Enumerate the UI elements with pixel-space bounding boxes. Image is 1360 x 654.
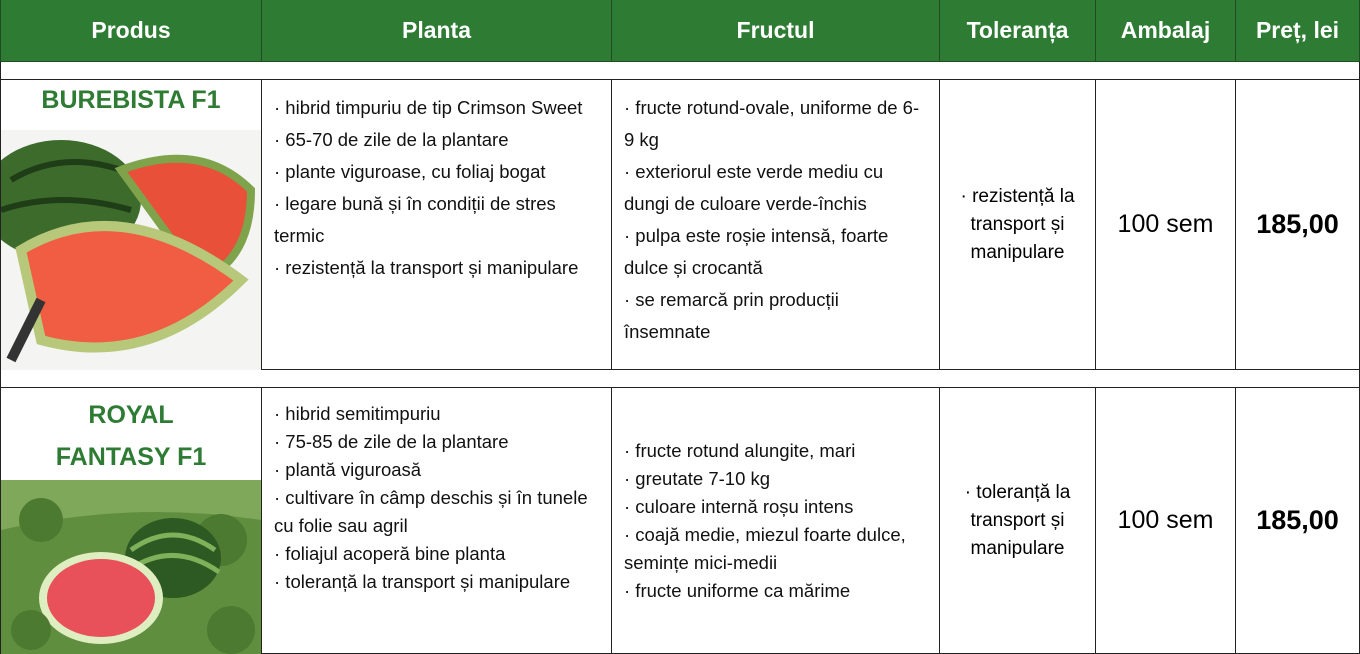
fructul-cell: · fructe rotund alungite, mari · greutate…: [612, 388, 940, 654]
planta-item: · 65-70 de zile de la plantare: [274, 129, 509, 150]
product-name: BUREBISTA F1: [41, 86, 221, 114]
planta-item: · foliajul acoperă bine planta: [274, 543, 506, 564]
fructul-item: · greutate 7-10 kg: [624, 467, 771, 489]
header-cell: Fructul: [612, 0, 940, 62]
planta-item: · hibrid semitimpuriu: [274, 403, 441, 424]
fructul-item: · fructe uniforme ca mărime: [624, 579, 851, 601]
planta-item: · toleranță la transport și manipulare: [274, 571, 571, 592]
product-name: ROYAL FANTASY F1: [55, 401, 207, 471]
price-cell: 185,00: [1236, 388, 1360, 654]
fructul-item: · fructe rotund-ovale, uniforme de 6-9 k…: [624, 97, 920, 150]
planta-cell: · hibrid timpuriu de tip Crimson Sweet · …: [262, 80, 612, 370]
price-cell: 185,00: [1236, 80, 1360, 370]
planta-item: · 75-85 de zile de la plantare: [274, 431, 509, 452]
fructul-item: · pulpa este roșie intensă, foarte dulce…: [624, 225, 889, 278]
ambalaj-cell: 100 sem: [1096, 388, 1236, 654]
toleranta-cell: · toleranță la transport și manipulare: [940, 388, 1096, 654]
header-cell: Planta: [262, 0, 612, 62]
fructul-cell: · fructe rotund-ovale, uniforme de 6-9 k…: [612, 80, 940, 370]
fructul-item: · fructe rotund alungite, mari: [624, 439, 856, 461]
spacer-row: [0, 370, 1360, 388]
product-image: [1, 480, 261, 654]
fructul-item: · exteriorul este verde mediu cu dungi d…: [624, 161, 884, 214]
planta-item: · cultivare în câmp deschis și în tunele…: [274, 487, 588, 536]
fructul-item: · se remarcă prin producții însemnate: [624, 289, 839, 342]
header-cell: Toleranța: [940, 0, 1096, 62]
product-image: [1, 130, 261, 370]
ambalaj-cell: 100 sem: [1096, 80, 1236, 370]
planta-item: · plantă viguroasă: [274, 459, 422, 480]
toleranta-item: · rezistență la transport și manipulare: [960, 185, 1075, 263]
fructul-item: · culoare internă roșu intens: [624, 495, 854, 517]
header-cell: Ambalaj: [1096, 0, 1236, 62]
spacer-row: [0, 62, 1360, 80]
planta-item: · hibrid timpuriu de tip Crimson Sweet: [274, 97, 583, 118]
product-cell: ROYAL FANTASY F1: [0, 388, 262, 654]
planta-cell: · hibrid semitimpuriu · 75-85 de zile de …: [262, 388, 612, 654]
toleranta-cell: · rezistență la transport și manipulare: [940, 80, 1096, 370]
planta-item: · plante viguroase, cu foliaj bogat: [274, 161, 546, 182]
fructul-item: · coajă medie, miezul foarte dulce, semi…: [624, 523, 906, 573]
header-cell: Preț, lei: [1236, 0, 1360, 62]
planta-item: · rezistență la transport și manipulare: [274, 257, 579, 278]
header-cell: Produs: [0, 0, 262, 62]
planta-item: · legare bună și în condiții de stres te…: [274, 193, 556, 246]
toleranta-item: · toleranță la transport și manipulare: [964, 481, 1071, 559]
